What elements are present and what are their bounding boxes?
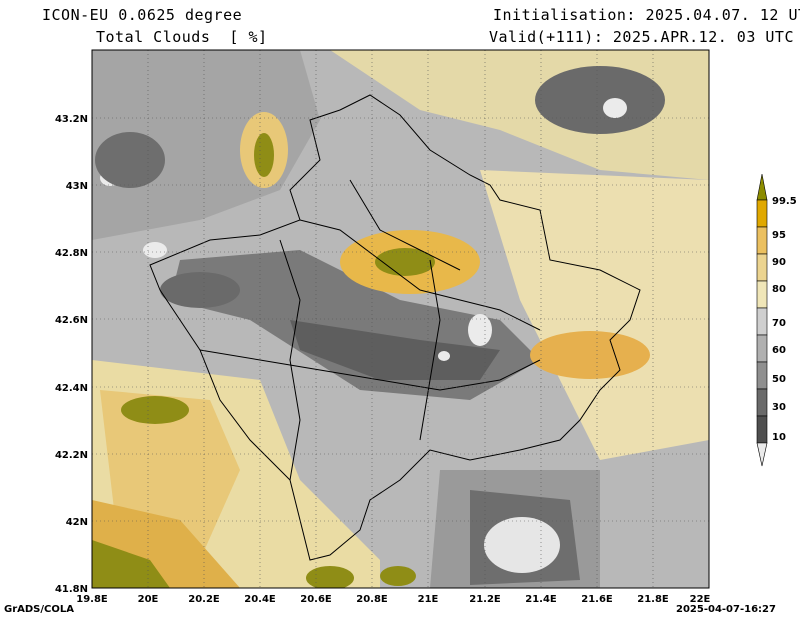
x-tick-label: 20.8E <box>356 594 388 605</box>
colorbar-swatch <box>756 415 768 444</box>
y-tick-label: 41.8N <box>55 584 88 595</box>
y-tick-label: 42.4N <box>55 383 88 394</box>
x-tick-label: 21.8E <box>637 594 669 605</box>
x-tick-label: 21.2E <box>469 594 501 605</box>
x-tick-label: 21.4E <box>525 594 557 605</box>
y-tick-label: 42.2N <box>55 450 88 461</box>
x-tick-label: 20.6E <box>300 594 332 605</box>
colorbar-label: 90 <box>772 257 786 268</box>
border-outline <box>149 94 641 561</box>
colorbar-swatch <box>756 253 768 282</box>
colorbar-swatch <box>756 280 768 309</box>
colorbar-swatch <box>756 307 768 336</box>
colorbar: 99.5 95 90 80 70 60 50 30 10 <box>756 173 797 467</box>
variable-title: Total Clouds [ %] <box>96 28 268 46</box>
grads-credit: GrADS/COLA <box>4 604 74 615</box>
colorbar-label: 70 <box>772 318 786 329</box>
colorbar-swatch <box>756 388 768 417</box>
colorbar-arrow-top <box>756 173 768 201</box>
map-frame <box>91 49 710 589</box>
x-tick-label: 19.8E <box>76 594 108 605</box>
colorbar-label: 30 <box>772 402 786 413</box>
colorbar-label: 99.5 <box>772 196 797 207</box>
x-tick-label: 22E <box>690 594 711 605</box>
y-tick-label: 42.6N <box>55 315 88 326</box>
y-tick-label: 42.8N <box>55 248 88 259</box>
x-tick-label: 20E <box>138 594 159 605</box>
cloud-field <box>92 50 709 588</box>
colorbar-swatch <box>756 334 768 363</box>
colorbar-swatch <box>756 361 768 390</box>
y-tick-label: 43.2N <box>55 114 88 125</box>
x-tick-label: 20.4E <box>244 594 276 605</box>
colorbar-label: 80 <box>772 284 786 295</box>
x-tick-label: 21.6E <box>581 594 613 605</box>
colorbar-swatch <box>756 226 768 255</box>
x-tick-label: 21E <box>418 594 439 605</box>
colorbar-arrow-bottom <box>756 442 768 467</box>
y-tick-label: 43N <box>66 181 88 192</box>
lat-lon-grid <box>92 50 709 588</box>
x-axis: 19.8E 20E 20.2E 20.4E 20.6E 20.8E 21E 21… <box>76 594 710 605</box>
y-tick-label: 42N <box>66 517 88 528</box>
colorbar-label: 50 <box>772 374 786 385</box>
colorbar-label: 95 <box>772 230 786 241</box>
valid-time: Valid(+111): 2025.APR.12. 03 UTC <box>489 28 794 46</box>
y-axis: 43.2N 43N 42.8N 42.6N 42.4N 42.2N 42N 41… <box>55 114 88 595</box>
colorbar-label: 10 <box>772 432 786 443</box>
initialisation-time: Initialisation: 2025.04.07. 12 UTC <box>493 6 800 24</box>
x-tick-label: 20.2E <box>188 594 220 605</box>
model-title: ICON-EU 0.0625 degree <box>42 6 243 24</box>
colorbar-label: 60 <box>772 345 786 356</box>
colorbar-swatch <box>756 199 768 228</box>
timestamp: 2025-04-07-16:27 <box>676 604 776 615</box>
